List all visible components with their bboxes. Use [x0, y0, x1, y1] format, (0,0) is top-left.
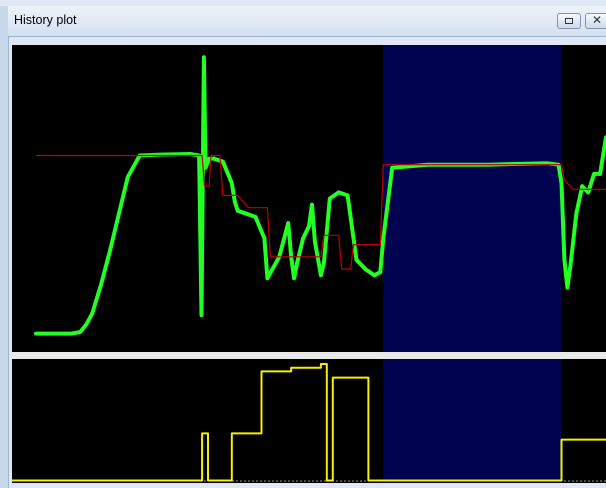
measured-point — [307, 224, 311, 228]
measured-point — [202, 55, 206, 60]
measured-point — [327, 196, 332, 201]
measured-point — [319, 273, 323, 278]
window-left-edge — [0, 6, 9, 488]
measured-point — [33, 331, 38, 336]
window-title: History plot — [14, 13, 77, 27]
measured-point — [390, 166, 394, 170]
measured-point — [229, 181, 234, 185]
measured-point — [301, 236, 305, 241]
close-icon: ✕ — [592, 13, 603, 27]
setpoint-series-line — [35, 154, 606, 270]
measured-point — [199, 313, 204, 317]
measured-point — [322, 261, 326, 265]
measured-point — [203, 166, 208, 170]
measured-point — [295, 261, 299, 265]
measured-point — [313, 239, 317, 244]
measured-point — [562, 258, 567, 262]
measured-point — [592, 172, 596, 176]
measured-point — [69, 331, 74, 336]
measured-point — [117, 212, 121, 216]
measured-point — [188, 152, 192, 156]
output-series-line — [12, 363, 606, 482]
highlight-region-1 — [383, 45, 562, 352]
measured-point — [586, 190, 590, 195]
measured-series-line — [35, 55, 606, 336]
plot-area — [12, 37, 606, 488]
history-plot-canvas[interactable] — [12, 37, 606, 488]
measured-point — [221, 159, 225, 164]
measured-point — [336, 190, 341, 195]
measured-point — [235, 208, 240, 213]
measured-point — [286, 221, 291, 225]
measured-point — [363, 267, 368, 271]
measured-point — [108, 248, 112, 253]
measured-point — [354, 258, 359, 262]
measured-point — [565, 285, 570, 290]
measured-point — [580, 184, 585, 189]
measured-point — [381, 236, 386, 241]
measured-point — [99, 282, 103, 287]
measured-point — [90, 311, 94, 316]
measured-point — [378, 270, 383, 274]
measured-point — [598, 172, 602, 176]
measured-point — [232, 199, 237, 204]
measured-point — [372, 273, 377, 278]
measured-point — [78, 330, 83, 334]
measured-point — [244, 212, 249, 216]
measured-point — [207, 156, 212, 161]
highlight-region-2 — [383, 359, 562, 483]
measured-point — [568, 264, 573, 268]
measured-point — [559, 181, 564, 185]
restore-icon — [565, 18, 573, 24]
close-button[interactable]: ✕ — [585, 13, 606, 29]
panel-divider — [12, 352, 606, 359]
title-bar[interactable]: History plot ✕ — [8, 6, 606, 37]
measured-point — [262, 236, 267, 241]
measured-point — [544, 161, 549, 165]
measured-point — [310, 202, 314, 207]
measured-point — [574, 212, 579, 216]
measured-point — [84, 322, 89, 327]
measured-point — [292, 276, 296, 281]
measured-point — [345, 193, 350, 198]
restore-button[interactable] — [557, 13, 581, 29]
measured-point — [265, 276, 270, 281]
measured-point — [126, 175, 130, 179]
measured-point — [253, 215, 258, 219]
measured-point — [212, 156, 216, 161]
